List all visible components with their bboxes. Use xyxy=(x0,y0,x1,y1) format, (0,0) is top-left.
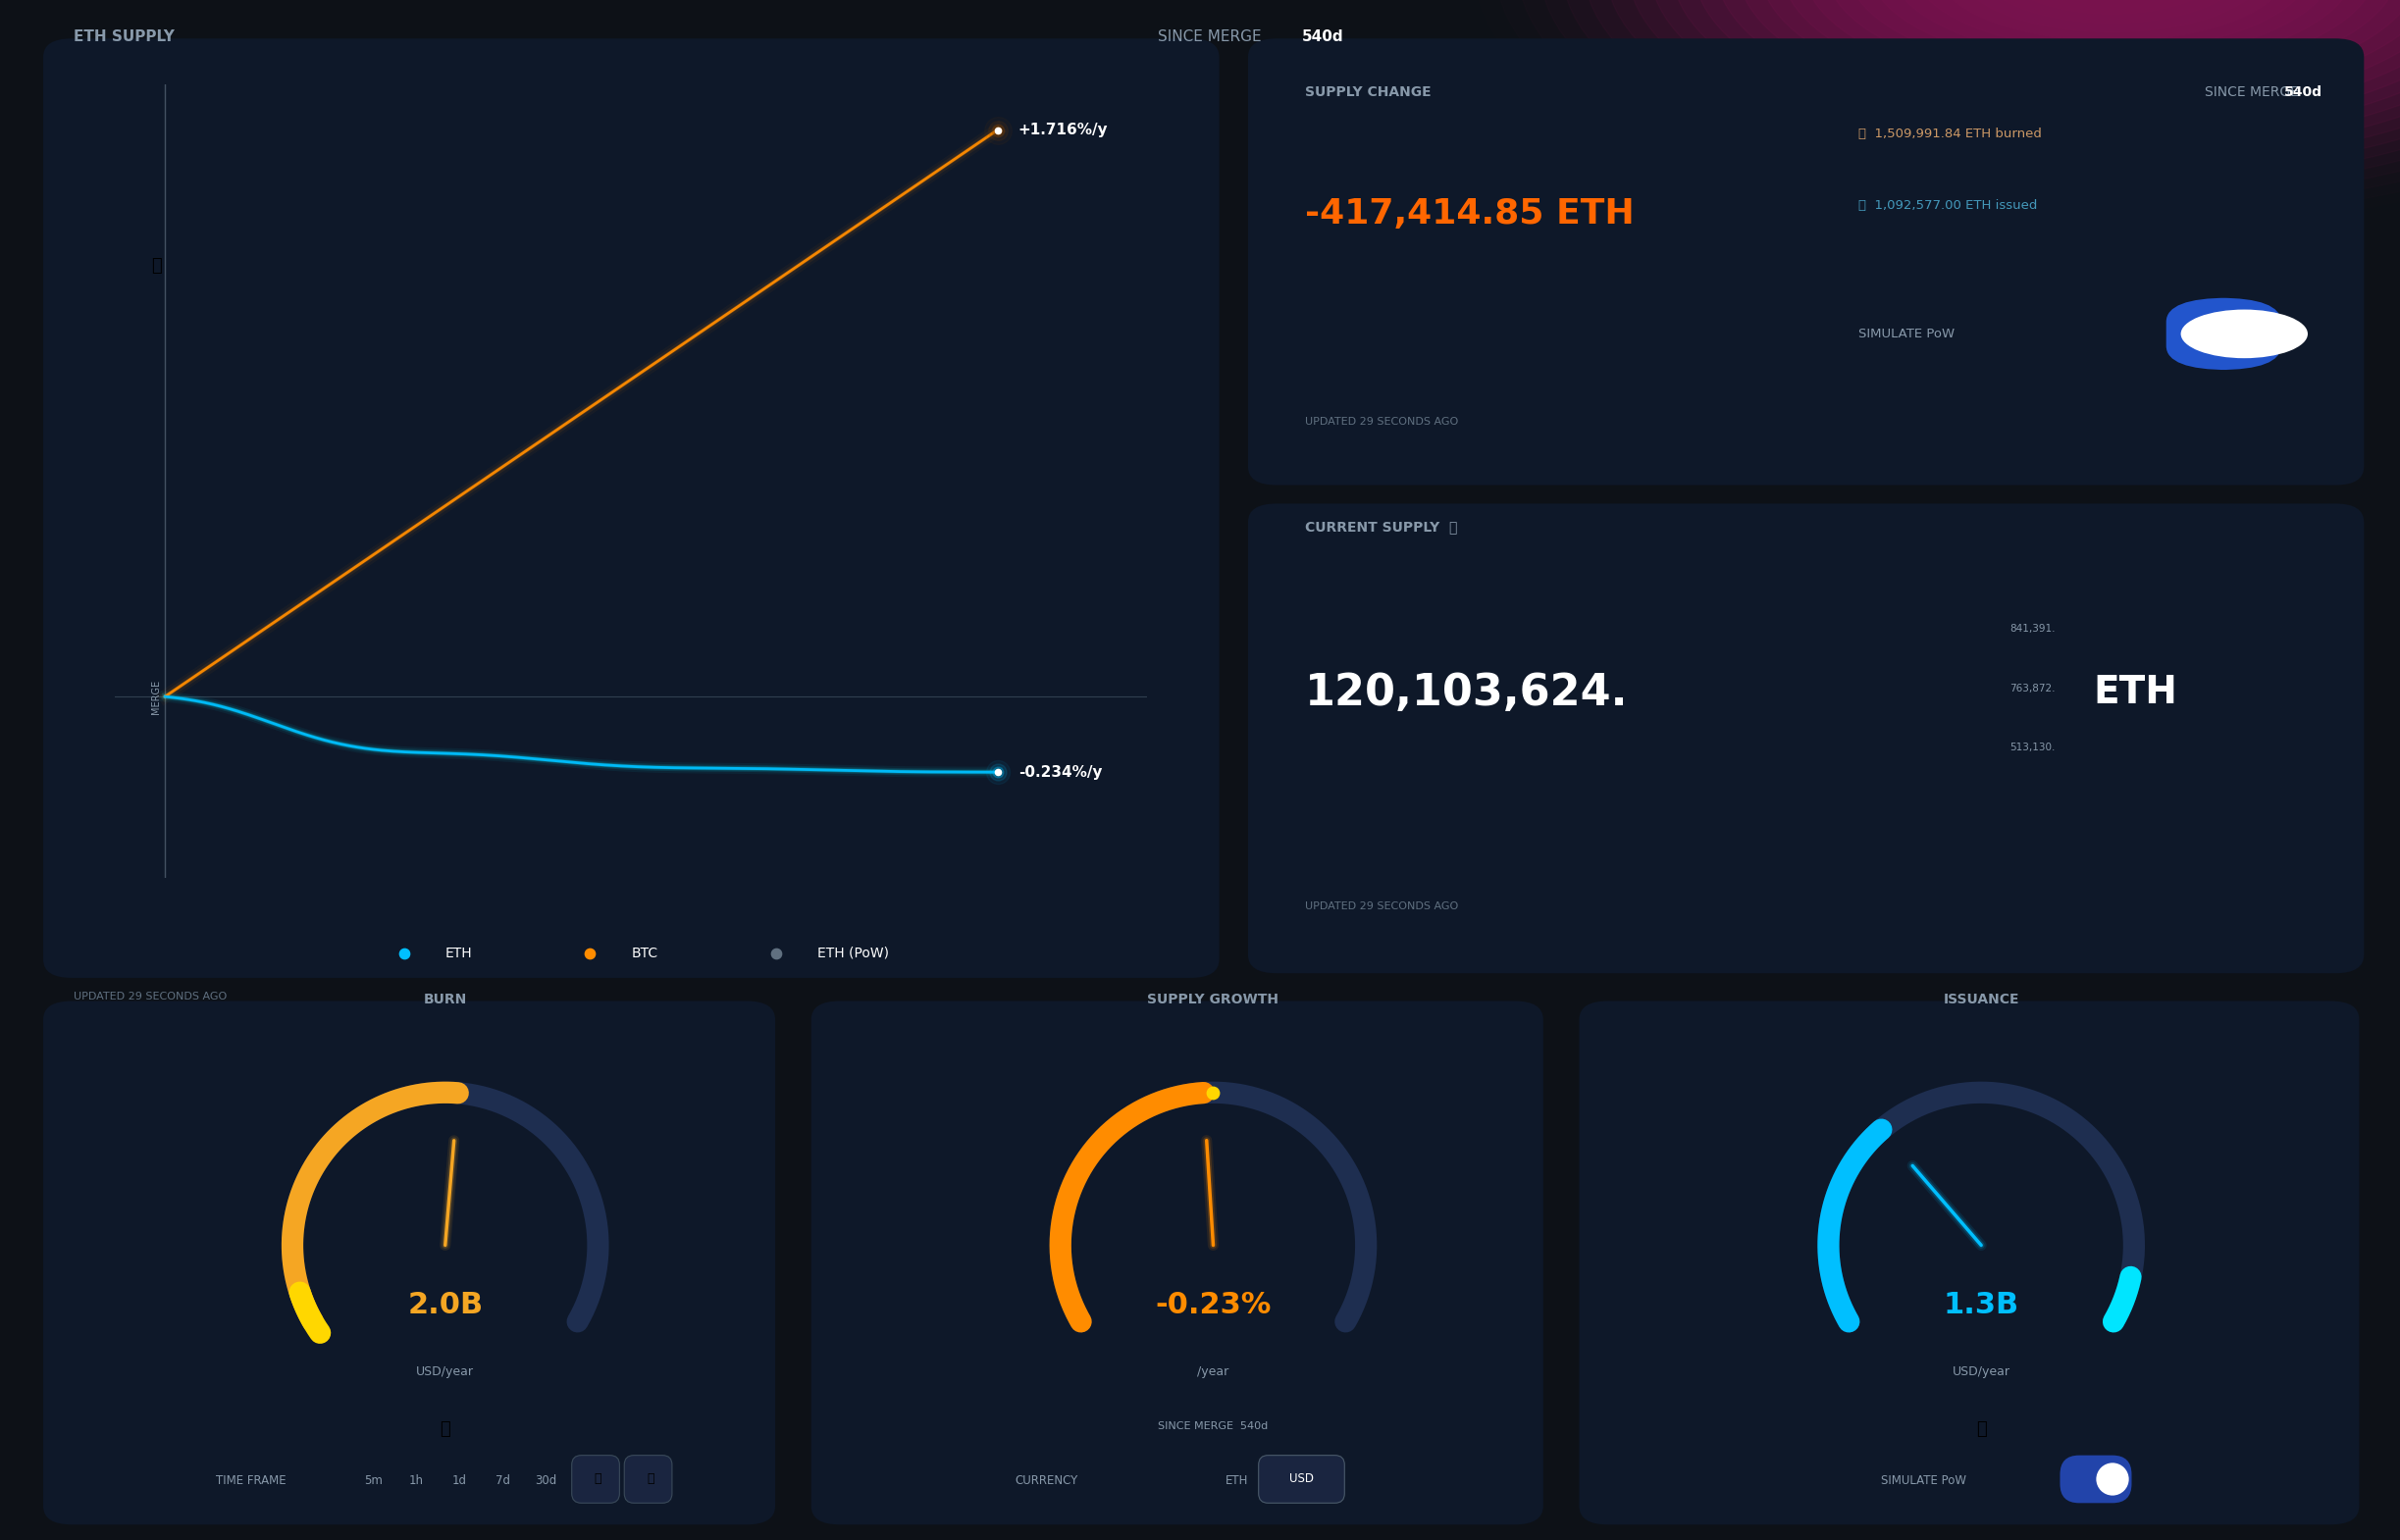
Point xyxy=(979,759,1018,784)
Ellipse shape xyxy=(2023,0,2201,5)
Text: TIME FRAME: TIME FRAME xyxy=(216,1474,286,1488)
Text: MERGE: MERGE xyxy=(151,679,161,713)
Text: -417,414.85 ETH: -417,414.85 ETH xyxy=(1306,197,1634,231)
Text: ETH: ETH xyxy=(2093,675,2177,711)
Text: ETH: ETH xyxy=(446,946,473,959)
Point xyxy=(979,117,1018,142)
Text: -0.23%: -0.23% xyxy=(1154,1291,1272,1320)
FancyBboxPatch shape xyxy=(43,1001,775,1525)
Ellipse shape xyxy=(1980,0,2244,23)
Point xyxy=(979,117,1018,142)
Ellipse shape xyxy=(1627,0,2400,166)
Ellipse shape xyxy=(1606,0,2400,176)
Point xyxy=(979,117,1018,142)
FancyBboxPatch shape xyxy=(1579,1001,2359,1525)
Text: ISSUANCE: ISSUANCE xyxy=(1944,992,2018,1006)
FancyBboxPatch shape xyxy=(1248,504,2364,973)
FancyBboxPatch shape xyxy=(1258,1455,1344,1503)
FancyBboxPatch shape xyxy=(571,1455,619,1503)
Text: SIMULATE PoW: SIMULATE PoW xyxy=(1882,1474,1966,1488)
Text: 540d: 540d xyxy=(2285,86,2323,100)
Text: 763,872.: 763,872. xyxy=(2009,684,2054,693)
Ellipse shape xyxy=(1673,0,2400,149)
Ellipse shape xyxy=(1562,0,2400,194)
Point xyxy=(679,738,718,762)
Text: SINCE MERGE  540d: SINCE MERGE 540d xyxy=(1159,1421,1267,1432)
Text: SINCE MERGE: SINCE MERGE xyxy=(1157,29,1272,45)
Ellipse shape xyxy=(1738,0,2400,122)
Text: 5m: 5m xyxy=(365,1474,384,1488)
FancyBboxPatch shape xyxy=(811,1001,1543,1525)
Text: ETH: ETH xyxy=(1226,1474,1248,1488)
Text: SIMULATE PoW: SIMULATE PoW xyxy=(1858,328,1954,340)
Text: BURN: BURN xyxy=(422,992,468,1006)
Point xyxy=(979,759,1018,784)
Text: UPDATED 29 SECONDS AGO: UPDATED 29 SECONDS AGO xyxy=(74,992,228,1001)
Ellipse shape xyxy=(1937,0,2287,42)
Point xyxy=(979,117,1018,142)
Text: 🔥: 🔥 xyxy=(648,1472,655,1486)
Ellipse shape xyxy=(1651,0,2400,159)
Text: SINCE MERGE: SINCE MERGE xyxy=(2206,86,2306,100)
Point xyxy=(379,738,418,762)
Ellipse shape xyxy=(1891,0,2333,59)
Text: 2.0B: 2.0B xyxy=(408,1291,482,1320)
Text: SUPPLY GROWTH: SUPPLY GROWTH xyxy=(1147,992,1279,1006)
Text: 🔥: 🔥 xyxy=(439,1420,451,1438)
Ellipse shape xyxy=(1826,0,2398,86)
Text: -0.234%/y: -0.234%/y xyxy=(1018,765,1102,779)
Ellipse shape xyxy=(1716,0,2400,131)
Text: 🎮: 🎮 xyxy=(595,1472,602,1486)
Ellipse shape xyxy=(1694,0,2400,140)
Point xyxy=(1195,1080,1234,1104)
Text: ETH SUPPLY: ETH SUPPLY xyxy=(74,29,175,45)
FancyBboxPatch shape xyxy=(43,38,1219,978)
Text: 540d: 540d xyxy=(1301,29,1344,45)
Text: 1.3B: 1.3B xyxy=(1944,1291,2018,1320)
Text: 🔥  1,509,991.84 ETH burned: 🔥 1,509,991.84 ETH burned xyxy=(1858,128,2042,140)
Ellipse shape xyxy=(1848,0,2376,77)
Text: 🐼: 🐼 xyxy=(151,257,163,274)
Ellipse shape xyxy=(2002,0,2222,14)
Text: +1.716%/y: +1.716%/y xyxy=(1018,123,1109,137)
Text: 💧  1,092,577.00 ETH issued: 💧 1,092,577.00 ETH issued xyxy=(1858,199,2038,213)
Text: /year: /year xyxy=(1198,1366,1229,1378)
Point xyxy=(979,759,1018,784)
Circle shape xyxy=(2095,1463,2129,1495)
Point xyxy=(979,117,1018,142)
Text: CURRENT SUPPLY  🤓: CURRENT SUPPLY 🤓 xyxy=(1306,521,1457,534)
Point xyxy=(979,759,1018,784)
Circle shape xyxy=(2182,310,2309,359)
Text: 1h: 1h xyxy=(408,1474,425,1488)
Text: UPDATED 29 SECONDS AGO: UPDATED 29 SECONDS AGO xyxy=(1306,901,1459,912)
Text: 841,391.: 841,391. xyxy=(2009,624,2054,634)
Text: USD: USD xyxy=(1289,1472,1313,1486)
FancyBboxPatch shape xyxy=(2059,1455,2131,1503)
FancyBboxPatch shape xyxy=(2167,297,2280,370)
Ellipse shape xyxy=(1781,0,2400,105)
Text: USD/year: USD/year xyxy=(1951,1366,2011,1378)
Ellipse shape xyxy=(1870,0,2354,68)
Text: SUPPLY CHANGE: SUPPLY CHANGE xyxy=(1306,86,1430,100)
Ellipse shape xyxy=(1759,0,2400,112)
Text: 7d: 7d xyxy=(494,1474,509,1488)
Text: UPDATED 29 SECONDS AGO: UPDATED 29 SECONDS AGO xyxy=(1306,417,1459,427)
Text: USD/year: USD/year xyxy=(415,1366,475,1378)
Text: BTC: BTC xyxy=(631,946,658,959)
FancyBboxPatch shape xyxy=(1248,38,2364,485)
Text: 💧: 💧 xyxy=(1975,1420,1987,1438)
Text: 30d: 30d xyxy=(535,1474,557,1488)
Text: CURRENCY: CURRENCY xyxy=(1015,1474,1078,1488)
Ellipse shape xyxy=(1915,0,2309,49)
FancyBboxPatch shape xyxy=(624,1455,672,1503)
Ellipse shape xyxy=(1584,0,2400,185)
Point xyxy=(528,738,566,762)
Text: 1d: 1d xyxy=(451,1474,468,1488)
Text: ETH (PoW): ETH (PoW) xyxy=(816,946,888,959)
Text: 513,130.: 513,130. xyxy=(2009,742,2054,752)
Ellipse shape xyxy=(1958,0,2266,32)
Text: 120,103,624.: 120,103,624. xyxy=(1306,671,1627,713)
Ellipse shape xyxy=(1805,0,2400,95)
